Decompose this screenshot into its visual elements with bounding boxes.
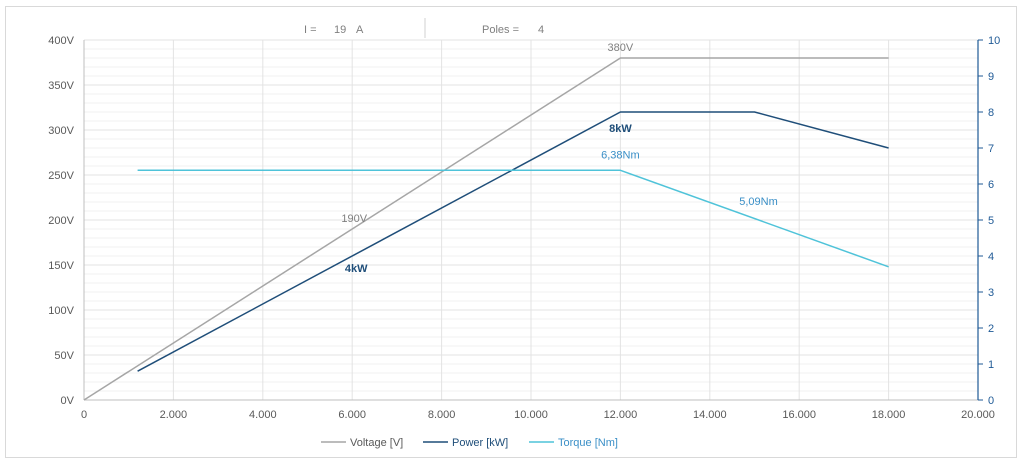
y-left-tick-label: 50V <box>54 350 74 362</box>
y-left-tick-label: 150V <box>48 260 74 272</box>
current-label: I = <box>304 24 317 36</box>
data-label-voltage: 190V <box>341 213 367 225</box>
y-right-tick-label: 5 <box>988 215 994 227</box>
x-tick-label: 10.000 <box>514 409 548 421</box>
y-right-tick-label: 1 <box>988 359 994 371</box>
y-right-tick-label: 10 <box>988 35 1000 47</box>
y-left-tick-label: 200V <box>48 215 74 227</box>
x-tick-label: 8.000 <box>428 409 456 421</box>
x-tick-label: 4.000 <box>249 409 277 421</box>
legend-label-torque: Torque [Nm] <box>558 437 618 449</box>
legend-item-voltage: Voltage [V] <box>321 437 403 449</box>
data-label-power: 4kW <box>345 263 368 275</box>
series-lines <box>83 57 889 401</box>
current-value: 19 <box>334 24 346 36</box>
y-right-tick-label: 6 <box>988 179 994 191</box>
data-label-torque: 5,09Nm <box>739 196 778 208</box>
y-right-tick-label: 4 <box>988 251 994 263</box>
series-line-power <box>137 111 889 372</box>
y-right-tick-label: 2 <box>988 323 994 335</box>
y-right-tick-label: 8 <box>988 107 994 119</box>
grid-lines <box>84 39 978 400</box>
x-tick-label: 20.000 <box>961 409 995 421</box>
legend-label-power: Power [kW] <box>452 437 508 449</box>
y-right-tick-label: 3 <box>988 287 994 299</box>
x-tick-label: 2.000 <box>160 409 188 421</box>
x-tick-label: 0 <box>81 409 87 421</box>
y-left-tick-label: 350V <box>48 80 74 92</box>
y-left-tick-label: 300V <box>48 125 74 137</box>
x-tick-label: 18.000 <box>872 409 906 421</box>
y-right-tick-label: 7 <box>988 143 994 155</box>
y-left-tick-label: 0V <box>61 395 75 407</box>
poles-label: Poles = <box>482 24 519 36</box>
x-tick-label: 16.000 <box>782 409 816 421</box>
chart-header: I = 19 A Poles = 4 <box>304 18 544 38</box>
data-labels: 380V 190V 8kW 4kW 6,38Nm 5,09Nm <box>341 42 777 275</box>
y-left-tick-label: 400V <box>48 35 74 47</box>
data-label-torque: 6,38Nm <box>601 149 640 161</box>
axes: 0V 50V 100V 150V 200V 250V 300V 350V 400V 0 2.000 4… <box>48 35 1000 421</box>
legend-item-torque: Torque [Nm] <box>529 437 618 449</box>
series-line-voltage <box>83 57 889 401</box>
legend: Voltage [V] Power [kW] Torque [Nm] <box>321 437 618 449</box>
legend-item-power: Power [kW] <box>423 437 508 449</box>
y-right-tick-label: 0 <box>988 395 994 407</box>
x-tick-label: 14.000 <box>693 409 727 421</box>
x-tick-label: 6.000 <box>338 409 366 421</box>
data-label-power: 8kW <box>609 123 632 135</box>
data-label-voltage: 380V <box>608 42 634 54</box>
x-tick-label: 12.000 <box>604 409 638 421</box>
y-left-tick-label: 100V <box>48 305 74 317</box>
current-unit: A <box>356 24 364 36</box>
poles-value: 4 <box>538 24 544 36</box>
y-left-tick-label: 250V <box>48 170 74 182</box>
legend-label-voltage: Voltage [V] <box>350 437 403 449</box>
series-line-torque <box>137 169 889 268</box>
y-right-tick-label: 9 <box>988 71 994 83</box>
